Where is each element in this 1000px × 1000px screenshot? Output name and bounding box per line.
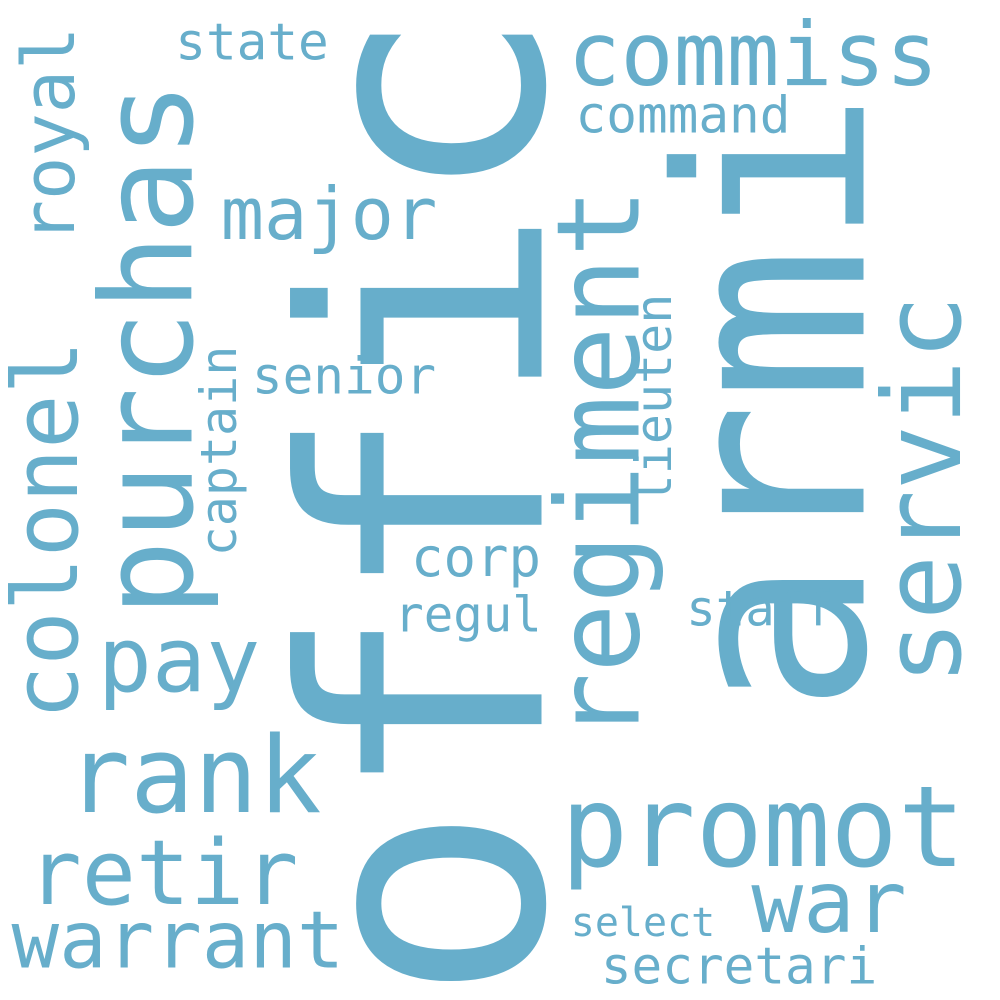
word-select: select bbox=[570, 900, 716, 946]
word-pay: pay bbox=[97, 608, 261, 713]
word-major: major bbox=[220, 172, 438, 256]
word-state: state bbox=[175, 13, 329, 73]
word-regul: regul bbox=[394, 586, 542, 644]
word-royal: royal bbox=[7, 26, 91, 244]
word-command: command bbox=[575, 86, 791, 146]
word-promot: promot bbox=[560, 763, 966, 893]
word-rank: rank bbox=[66, 714, 322, 837]
word-colonel: colonel bbox=[0, 340, 99, 720]
word-war: war bbox=[751, 853, 907, 953]
word-warrant: warrant bbox=[11, 894, 345, 987]
word-commiss: commiss bbox=[567, 3, 939, 106]
word-secretari: secretari bbox=[600, 937, 878, 997]
word-corp: corp bbox=[410, 526, 542, 589]
word-staff: staff bbox=[686, 580, 834, 638]
word-servic: servic bbox=[861, 294, 986, 686]
word-captain: captain bbox=[190, 345, 248, 557]
word-senior: senior bbox=[251, 347, 437, 407]
word-lieuten: lieuten bbox=[625, 293, 683, 505]
word-retir: retir bbox=[27, 821, 299, 926]
